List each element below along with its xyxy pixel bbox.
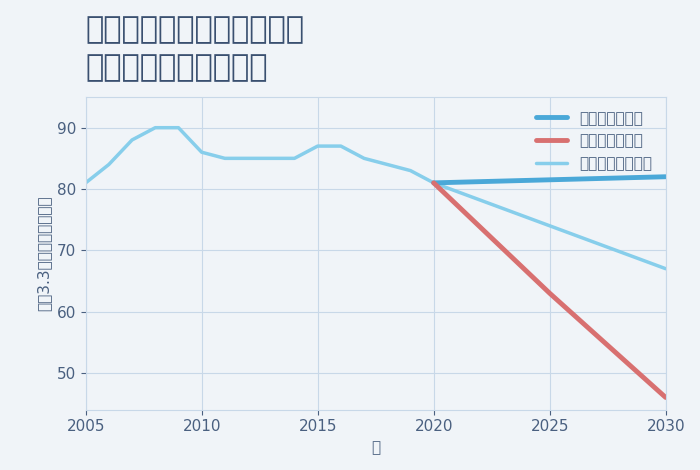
ノーマルシナリオ xyxy=(267,156,276,161)
グッドシナリオ xyxy=(662,174,670,180)
グッドシナリオ xyxy=(545,177,554,183)
グッドシナリオ xyxy=(430,180,438,186)
ノーマルシナリオ xyxy=(383,162,391,167)
ノーマルシナリオ xyxy=(151,125,160,131)
ノーマルシナリオ xyxy=(105,162,113,167)
バッドシナリオ xyxy=(662,395,670,400)
ノーマルシナリオ xyxy=(662,266,670,272)
Line: グッドシナリオ: グッドシナリオ xyxy=(434,177,666,183)
ノーマルシナリオ xyxy=(197,149,206,155)
Text: 兵庫県姫路市安富町杤原の
中古戸建ての価格推移: 兵庫県姫路市安富町杤原の 中古戸建ての価格推移 xyxy=(85,15,304,82)
バッドシナリオ xyxy=(430,180,438,186)
ノーマルシナリオ xyxy=(128,137,136,143)
Line: ノーマルシナリオ: ノーマルシナリオ xyxy=(85,128,666,269)
Line: バッドシナリオ: バッドシナリオ xyxy=(434,183,666,398)
ノーマルシナリオ xyxy=(545,223,554,228)
バッドシナリオ xyxy=(545,290,554,296)
Legend: グッドシナリオ, バッドシナリオ, ノーマルシナリオ: グッドシナリオ, バッドシナリオ, ノーマルシナリオ xyxy=(530,105,658,177)
ノーマルシナリオ xyxy=(337,143,345,149)
ノーマルシナリオ xyxy=(430,180,438,186)
ノーマルシナリオ xyxy=(406,168,414,173)
Y-axis label: 坪（3.3㎡）単価（万円）: 坪（3.3㎡）単価（万円） xyxy=(36,196,51,311)
ノーマルシナリオ xyxy=(314,143,322,149)
ノーマルシナリオ xyxy=(290,156,299,161)
ノーマルシナリオ xyxy=(360,156,368,161)
ノーマルシナリオ xyxy=(81,180,90,186)
ノーマルシナリオ xyxy=(220,156,229,161)
ノーマルシナリオ xyxy=(174,125,183,131)
ノーマルシナリオ xyxy=(244,156,252,161)
X-axis label: 年: 年 xyxy=(371,440,380,455)
